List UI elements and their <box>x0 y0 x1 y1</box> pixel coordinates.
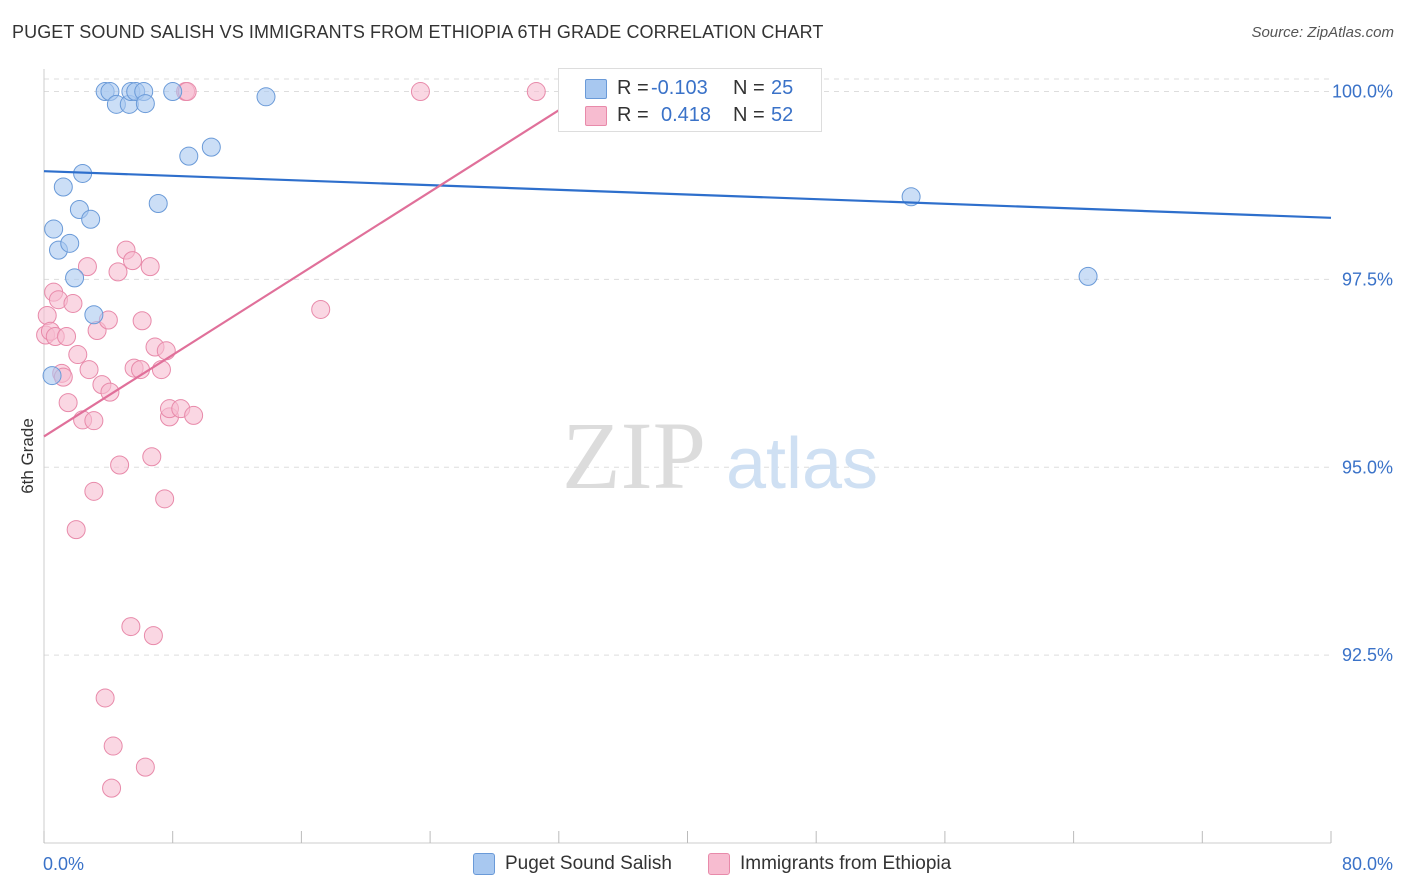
stats-swatch-blue <box>585 79 607 99</box>
x-tick-label: 0.0% <box>43 854 84 874</box>
stats-n-value: 52 <box>771 104 794 126</box>
point-puget-sound-salish <box>179 146 199 166</box>
y-tick-label: 92.5% <box>1342 645 1393 665</box>
stats-r-label: R = <box>617 77 649 99</box>
point-immigrants-from-ethiopia <box>410 82 430 102</box>
point-immigrants-from-ethiopia <box>103 736 123 756</box>
point-immigrants-from-ethiopia <box>79 360 99 380</box>
point-puget-sound-salish <box>44 219 64 239</box>
x-tick-label: 80.0% <box>1342 854 1393 874</box>
legend-label: Immigrants from Ethiopia <box>740 853 952 874</box>
stats-r-label: R = <box>617 104 649 126</box>
watermark: ZIP atlas <box>562 402 878 509</box>
point-immigrants-from-ethiopia <box>135 757 155 777</box>
point-immigrants-from-ethiopia <box>68 345 88 365</box>
point-immigrants-from-ethiopia <box>156 341 176 361</box>
point-immigrants-from-ethiopia <box>121 617 141 637</box>
legend-swatch-pink <box>708 853 730 875</box>
stats-swatch-pink <box>585 106 607 126</box>
point-puget-sound-salish <box>53 177 73 197</box>
point-immigrants-from-ethiopia <box>57 327 77 347</box>
point-immigrants-from-ethiopia <box>311 299 331 319</box>
watermark-atlas: atlas <box>726 424 878 504</box>
point-immigrants-from-ethiopia <box>184 405 204 425</box>
stats-n-label: N = <box>733 77 765 99</box>
point-immigrants-from-ethiopia <box>526 82 546 102</box>
y-tick-label: 100.0% <box>1332 82 1393 102</box>
tick-labels: 100.0% 97.5% 95.0% 92.5% 0.0% 80.0% <box>43 82 1393 874</box>
legend-swatch-blue <box>473 853 495 875</box>
legend-label: Puget Sound Salish <box>505 853 672 874</box>
point-immigrants-from-ethiopia <box>66 520 86 540</box>
point-immigrants-from-ethiopia <box>108 262 128 282</box>
series-puget-sound-salish <box>42 82 1098 386</box>
point-puget-sound-salish <box>148 194 168 214</box>
stats-box: R = -0.103 N = 25 R = 0.418 N = 52 <box>558 68 822 132</box>
point-puget-sound-salish <box>256 87 276 107</box>
stats-n-value: 25 <box>771 77 794 99</box>
point-immigrants-from-ethiopia <box>143 626 163 646</box>
point-puget-sound-salish <box>60 233 80 253</box>
point-puget-sound-salish <box>84 305 104 325</box>
point-puget-sound-salish <box>65 268 85 288</box>
stats-row-pink: R = 0.418 N = 52 <box>559 102 821 128</box>
trend-line-immigrants-from-ethiopia <box>43 86 595 438</box>
trend-lines <box>43 86 1332 438</box>
trend-line-puget-sound-salish <box>43 170 1332 219</box>
point-immigrants-from-ethiopia <box>132 311 152 331</box>
source-label: Source: ZipAtlas.com <box>1251 24 1394 41</box>
gridlines <box>44 78 1331 656</box>
y-tick-label: 95.0% <box>1342 457 1393 477</box>
stats-n-label: N = <box>733 104 765 126</box>
point-immigrants-from-ethiopia <box>110 455 130 475</box>
stats-row-blue: R = -0.103 N = 25 <box>559 75 821 101</box>
y-tick-label: 97.5% <box>1342 269 1393 289</box>
chart-title: PUGET SOUND SALISH VS IMMIGRANTS FROM ET… <box>12 22 824 42</box>
point-immigrants-from-ethiopia <box>122 251 142 271</box>
point-immigrants-from-ethiopia <box>142 447 162 467</box>
stats-r-value: 0.418 <box>661 104 712 126</box>
point-immigrants-from-ethiopia <box>37 305 57 325</box>
point-immigrants-from-ethiopia <box>84 411 104 431</box>
point-puget-sound-salish <box>42 366 62 386</box>
stats-r-value: -0.103 <box>651 77 708 99</box>
legend: Puget Sound Salish Immigrants from Ethio… <box>0 852 1406 878</box>
series-immigrants-from-ethiopia <box>36 82 601 798</box>
point-puget-sound-salish <box>201 137 221 157</box>
watermark-zip: ZIP <box>562 402 706 509</box>
point-puget-sound-salish <box>163 82 183 102</box>
point-immigrants-from-ethiopia <box>140 257 160 277</box>
point-puget-sound-salish <box>135 94 155 114</box>
point-immigrants-from-ethiopia <box>155 489 175 509</box>
point-immigrants-from-ethiopia <box>63 293 83 313</box>
point-immigrants-from-ethiopia <box>84 481 104 501</box>
point-immigrants-from-ethiopia <box>58 393 78 413</box>
point-puget-sound-salish <box>901 187 921 207</box>
point-immigrants-from-ethiopia <box>95 688 115 708</box>
point-immigrants-from-ethiopia <box>102 778 122 798</box>
point-immigrants-from-ethiopia <box>77 257 97 277</box>
point-puget-sound-salish <box>81 209 101 229</box>
point-puget-sound-salish <box>1078 266 1098 286</box>
axes <box>43 69 1332 844</box>
